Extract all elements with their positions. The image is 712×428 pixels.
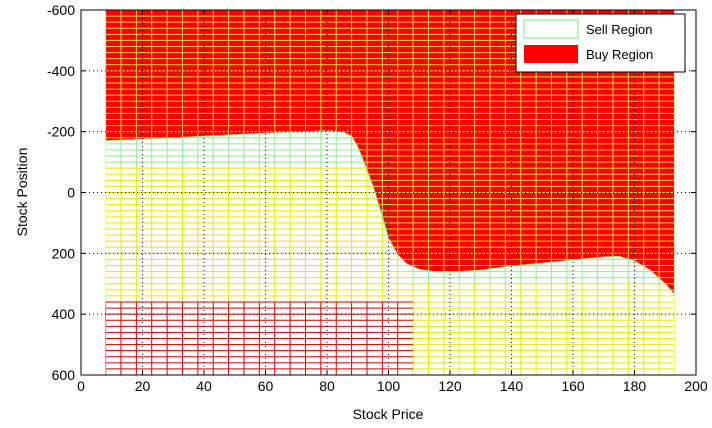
- regions-layer: [105, 10, 675, 375]
